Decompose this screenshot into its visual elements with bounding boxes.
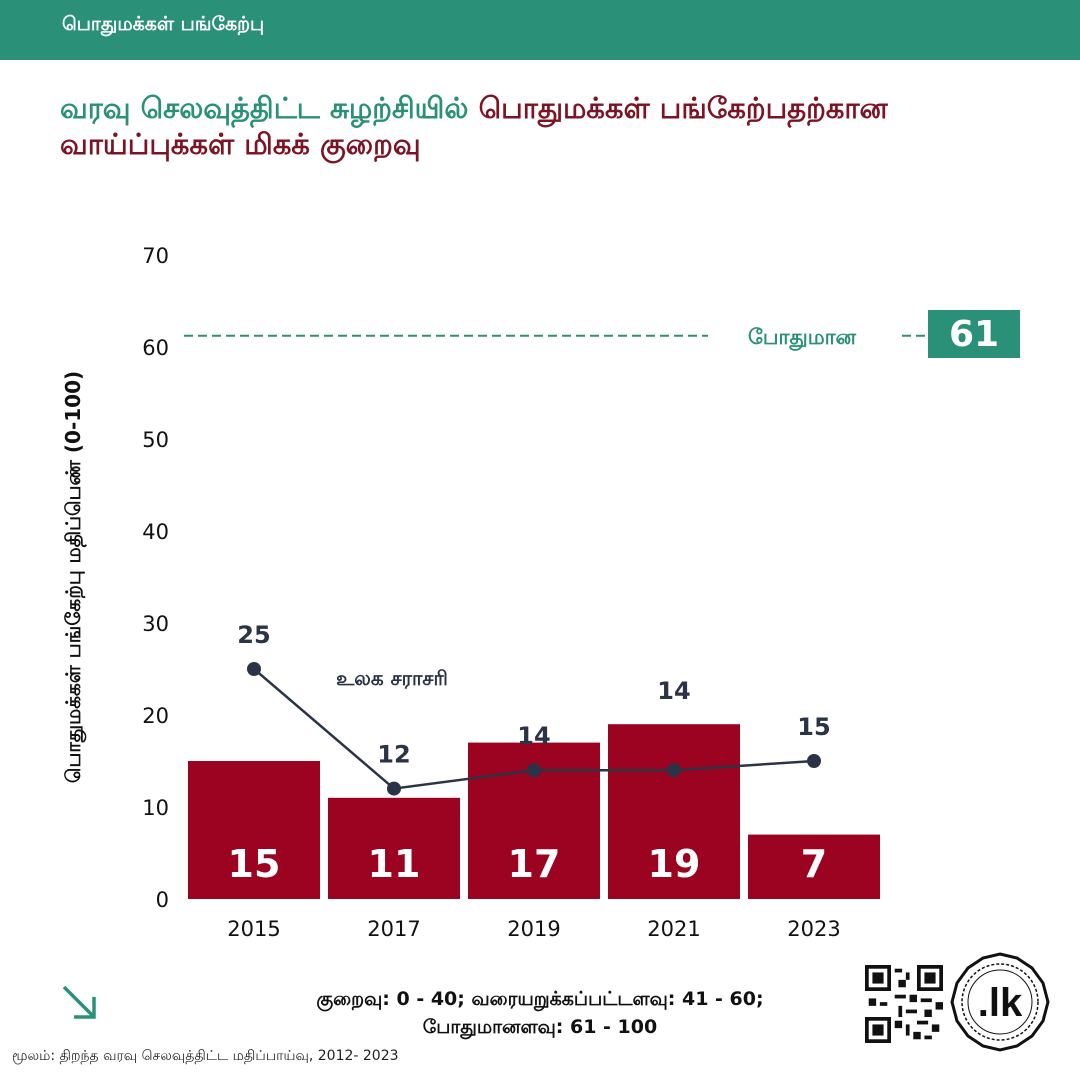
reference-value-label: 61 xyxy=(949,314,999,355)
bar-value-label: 17 xyxy=(508,842,561,886)
x-tick-label: 2017 xyxy=(367,917,420,941)
x-tick-label: 2023 xyxy=(787,917,840,941)
lk-logo-text: .lk xyxy=(978,981,1023,1025)
world-average-value-label: 25 xyxy=(237,621,270,649)
world-average-value-label: 15 xyxy=(797,713,830,741)
y-tick-label: 10 xyxy=(142,796,169,820)
x-tick-label: 2015 xyxy=(227,917,280,941)
title-part-1: வரவு செலவுத்திட்ட சுழற்சியில் xyxy=(60,91,469,125)
y-tick-label: 40 xyxy=(142,520,169,544)
world-average-value-label: 14 xyxy=(517,722,550,750)
bar-value-label: 19 xyxy=(648,842,701,886)
y-tick-label: 20 xyxy=(142,704,169,728)
y-tick-label: 30 xyxy=(142,612,169,636)
bar-value-label: 15 xyxy=(228,842,281,886)
world-average-point xyxy=(807,754,821,768)
bar xyxy=(748,834,880,899)
bar xyxy=(328,797,460,899)
y-axis-label: பொதுமக்கள் பங்கேற்பு மதிப்பெண் (0-100) xyxy=(61,371,87,783)
lk-logo: .lk xyxy=(950,952,1050,1052)
bar-value-label: 7 xyxy=(801,842,827,886)
world-average-value-label: 12 xyxy=(377,741,410,769)
world-average-point xyxy=(387,781,401,796)
score-ranges-line-2: போதுமானளவு: 61 - 100 xyxy=(422,1016,658,1038)
source-note: மூலம்: திறந்த வரவு செலவுத்திட்ட மதிப்பாய… xyxy=(12,1048,399,1064)
reference-line-label: போதுமான xyxy=(748,325,857,351)
reference-value-box xyxy=(928,310,1020,358)
chart-title: வரவு செலவுத்திட்ட சுழற்சியில் பொதுமக்கள்… xyxy=(60,90,1000,162)
score-ranges-line-1: குறைவு: 0 - 40; வரையறுக்கப்பட்டளவு: 41 -… xyxy=(316,988,764,1010)
bar-value-label: 11 xyxy=(368,842,421,886)
world-average-point xyxy=(667,763,681,778)
world-average-point xyxy=(247,662,261,676)
y-tick-label: 70 xyxy=(142,244,169,268)
score-ranges-note: குறைவு: 0 - 40; வரையறுக்கப்பட்டளவு: 41 -… xyxy=(250,985,830,1041)
bar xyxy=(188,761,320,899)
x-tick-label: 2021 xyxy=(647,917,700,941)
world-average-point xyxy=(527,763,541,778)
title-part-2: பொதுமக்கள் பங்கேற்பதற்கான வாய்ப்புக்கள் … xyxy=(60,91,888,161)
y-tick-label: 0 xyxy=(156,888,169,912)
world-average-value-label: 14 xyxy=(657,677,690,705)
x-tick-label: 2019 xyxy=(507,917,560,941)
arrow-down-right-icon xyxy=(62,985,96,1019)
world-average-series-label: உலக சராசரி xyxy=(336,666,448,690)
y-tick-label: 50 xyxy=(142,428,169,452)
y-tick-label: 60 xyxy=(142,336,169,360)
bar xyxy=(608,724,740,899)
header-label: பொதுமக்கள் பங்கேற்பு xyxy=(62,13,265,35)
header-bar: பொதுமக்கள் பங்கேற்பு xyxy=(0,0,1080,60)
qr-code-icon xyxy=(865,965,943,1043)
